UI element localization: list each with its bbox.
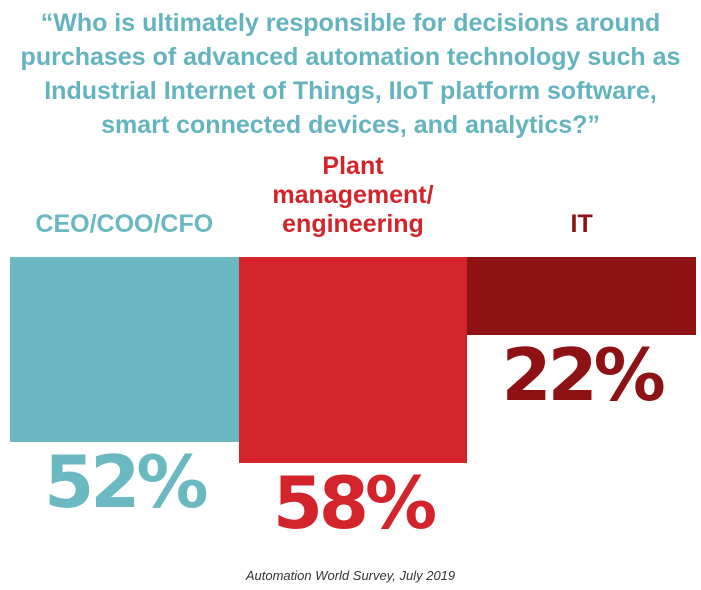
bar-it bbox=[467, 257, 696, 336]
category-label-line: IT bbox=[570, 210, 593, 238]
category-label-line: engineering bbox=[282, 210, 424, 238]
category-label-it: IT bbox=[467, 210, 696, 239]
source-note: Automation World Survey, July 2019 bbox=[245, 568, 456, 583]
category-label-line: CEO/COO/CFO bbox=[35, 210, 214, 238]
category-label-plant-management-engineering: Plant management/engineering bbox=[239, 152, 468, 239]
value-label-it: 22% bbox=[501, 333, 665, 418]
category-label-line: Plant bbox=[322, 152, 384, 180]
value-label-ceo-coo-cfo: 52% bbox=[44, 440, 208, 525]
category-label-ceo-coo-cfo: CEO/COO/CFO bbox=[10, 210, 239, 239]
bar-ceo-coo-cfo bbox=[10, 257, 239, 443]
bar-plant-management-engineering bbox=[238, 257, 468, 464]
value-label-plant-management-engineering: 58% bbox=[272, 461, 437, 546]
chart-title: “Who is ultimately responsible for decis… bbox=[20, 9, 681, 139]
category-label-line: management/ bbox=[272, 181, 434, 209]
